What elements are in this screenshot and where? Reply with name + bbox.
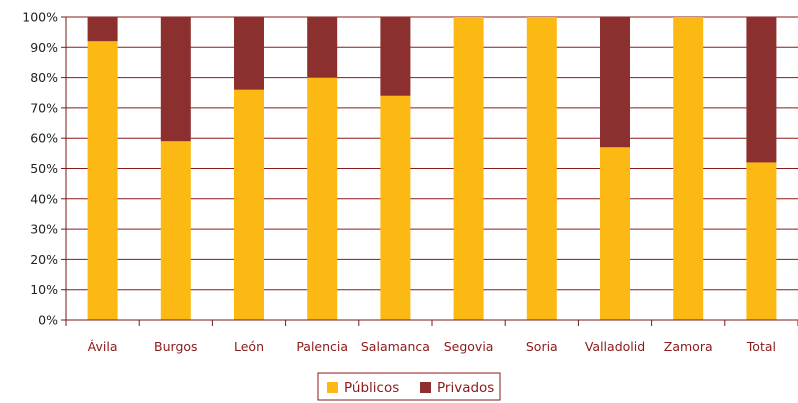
y-tick-label: 60% xyxy=(30,131,58,146)
bar-publicos xyxy=(746,162,777,320)
bar-publicos xyxy=(380,95,411,320)
y-tick-label: 10% xyxy=(30,282,58,297)
y-tick-label: 80% xyxy=(30,70,58,85)
y-tick-label: 0% xyxy=(38,313,58,328)
bar-privados xyxy=(600,17,630,148)
x-tick-label: Segovia xyxy=(444,339,494,354)
legend-box xyxy=(317,372,501,401)
axes xyxy=(61,16,798,326)
x-tick-label: Soria xyxy=(526,339,558,354)
bar-privados xyxy=(307,17,338,78)
y-tick-label: 30% xyxy=(30,222,58,237)
bar-publicos xyxy=(526,17,557,320)
legend-privados-swatch xyxy=(420,382,431,393)
y-tick-labels: 0% 10% 20% 30% 40% 50% 60% 70% 80% 90% 100% xyxy=(22,10,58,328)
x-tick-label: Burgos xyxy=(154,339,198,354)
bar-publicos xyxy=(600,147,630,320)
x-tick-label: Valladolid xyxy=(585,339,645,354)
x-tick-label: León xyxy=(234,339,264,354)
legend-privados-label: Privados xyxy=(437,380,494,396)
bar-privados xyxy=(380,17,411,96)
bar-publicos xyxy=(87,41,118,321)
bar-publicos xyxy=(160,141,191,320)
y-tick-label: 70% xyxy=(30,100,58,115)
legend-publicos-swatch xyxy=(327,382,338,393)
x-tick-label: Total xyxy=(746,339,776,354)
x-tick-label: Zamora xyxy=(664,339,713,354)
bar-privados xyxy=(746,17,777,163)
bar-publicos xyxy=(234,89,264,320)
legend: Públicos Privados xyxy=(317,372,501,401)
bar-publicos xyxy=(307,77,338,320)
y-tick-label: 100% xyxy=(22,10,58,25)
y-tick-label: 40% xyxy=(30,191,58,206)
y-tick-label: 90% xyxy=(30,40,58,55)
bar-privados xyxy=(160,17,191,142)
y-tick-label: 50% xyxy=(30,161,58,176)
bar-privados xyxy=(234,17,264,90)
x-tick-labels: Ávila Burgos León Palencia Salamanca Segovia S… xyxy=(88,339,776,354)
bar-publicos xyxy=(453,17,484,320)
bar-publicos xyxy=(673,17,704,320)
x-tick-label: Palencia xyxy=(296,339,348,354)
legend-publicos-label: Públicos xyxy=(344,380,399,396)
x-tick-label: Ávila xyxy=(88,339,118,354)
bar-privados xyxy=(87,17,118,42)
bars xyxy=(87,17,777,321)
x-tick-label: Salamanca xyxy=(361,339,430,354)
y-tick-label: 20% xyxy=(30,252,58,267)
